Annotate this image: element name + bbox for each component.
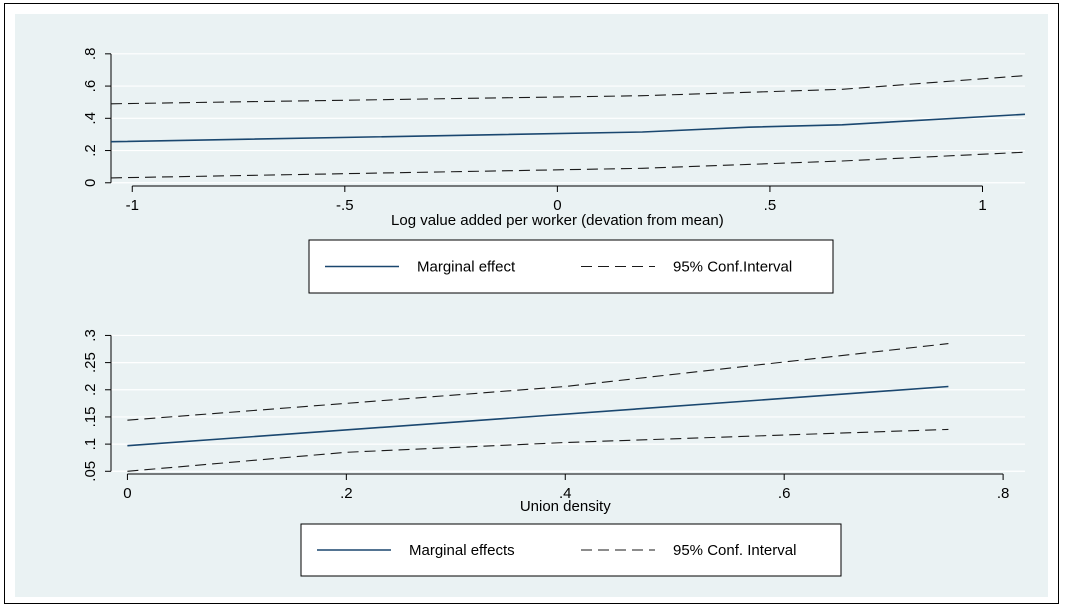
x-tick-label: 1 [978,197,986,214]
x-tick-label: -.5 [336,197,354,214]
legend: Marginal effects 95% Conf. Interval [300,523,842,577]
x-tick-label: 0 [123,485,131,502]
y-tick-label: .1 [82,438,99,451]
y-tick-label: .15 [82,407,99,428]
legend-label-1: Marginal effects [409,542,515,559]
x-tick-label: .8 [997,485,1010,502]
y-tick-label: .4 [82,112,99,125]
y-tick-label: .05 [82,461,99,482]
x-tick-label: .4 [559,485,572,502]
series-line-lower-ci [110,151,1026,179]
y-tick-label: .25 [82,352,99,373]
y-tick-label: 0 [82,179,99,187]
series-line-upper-ci [110,75,1026,105]
figure-background: 0 .2 .4 .6 .8 -1 -.5 0 .5 1 Log value added per wo… [15,14,1048,597]
y-tick-label: .6 [82,80,99,93]
legend-label-1: Marginal effect [417,259,516,276]
x-tick-label: .2 [340,485,353,502]
legend-label-2: 95% Conf. Interval [673,542,796,559]
y-tick-label: .2 [82,144,99,157]
chart-panel-1: 0 .2 .4 .6 .8 -1 -.5 0 .5 1 Log value added per wo… [82,48,1026,294]
y-tick-label: .3 [82,329,99,342]
series-line-estimate [127,385,949,447]
chart-canvas: 0 .2 .4 .6 .8 -1 -.5 0 .5 1 Log value added per wo… [82,48,1026,577]
series-line-lower-ci [127,428,949,472]
series-line-upper-ci [127,343,949,421]
x-tick-label: 0 [553,197,561,214]
x-axis-title: Log value added per worker (devation fro… [391,212,724,229]
legend-label-2: 95% Conf.Interval [673,259,792,276]
chart-panel-2: .05 .1 .15 .2 .25 .3 0 .2 .4 .6 .8 Union density Mar… [82,329,1025,577]
y-tick-label: .8 [82,48,99,61]
series-line-estimate [110,113,1026,143]
y-tick-label: .2 [82,384,99,397]
figure-frame: 0 .2 .4 .6 .8 -1 -.5 0 .5 1 Log value added per wo… [4,3,1059,604]
x-axis-title: Union density [520,498,611,515]
x-tick-label: .6 [778,485,791,502]
legend: Marginal effect 95% Conf.Interval [308,239,834,294]
x-tick-label: .5 [764,197,777,214]
x-tick-label: -1 [126,197,139,214]
